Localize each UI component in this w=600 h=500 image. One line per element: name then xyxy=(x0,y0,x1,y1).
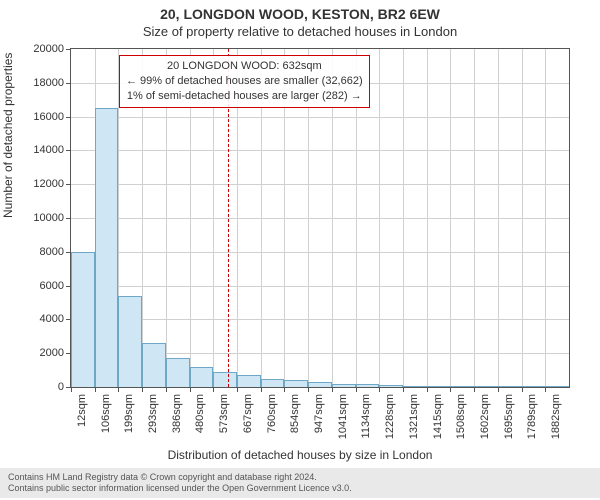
x-tick xyxy=(379,387,380,392)
histogram-bar xyxy=(95,108,119,387)
footer: Contains HM Land Registry data © Crown c… xyxy=(0,468,600,499)
gridline-h xyxy=(71,117,569,118)
x-tick xyxy=(213,387,214,392)
histogram-bar xyxy=(332,384,356,387)
gridline-v xyxy=(522,49,523,387)
y-tick-label: 2000 xyxy=(8,347,64,359)
y-tick-label: 14000 xyxy=(8,144,64,156)
y-tick xyxy=(66,83,71,84)
histogram-bar xyxy=(403,386,427,387)
y-tick-label: 12000 xyxy=(8,178,64,190)
x-tick xyxy=(261,387,262,392)
gridline-h xyxy=(71,218,569,219)
histogram-bar xyxy=(261,379,285,387)
gridline-v xyxy=(545,49,546,387)
x-tick xyxy=(190,387,191,392)
x-tick xyxy=(356,387,357,392)
y-tick xyxy=(66,49,71,50)
gridline-v xyxy=(427,49,428,387)
gridline-v xyxy=(379,49,380,387)
x-tick xyxy=(427,387,428,392)
x-tick xyxy=(545,387,546,392)
x-tick xyxy=(403,387,404,392)
annotation-box: 20 LONGDON WOOD: 632sqm ← 99% of detache… xyxy=(119,55,370,108)
title-sub: Size of property relative to detached ho… xyxy=(0,24,600,39)
histogram-bar xyxy=(427,386,451,387)
histogram-bar xyxy=(118,296,142,387)
x-tick xyxy=(71,387,72,392)
x-tick xyxy=(308,387,309,392)
histogram-bar xyxy=(166,358,190,387)
histogram-bar xyxy=(379,385,403,387)
y-tick-label: 20000 xyxy=(8,43,64,55)
histogram-bar xyxy=(522,386,546,387)
histogram-bar xyxy=(190,367,214,387)
gridline-v xyxy=(450,49,451,387)
y-tick xyxy=(66,117,71,118)
histogram-bar xyxy=(498,386,522,387)
histogram-bar xyxy=(213,372,237,387)
gridline-v xyxy=(403,49,404,387)
y-tick xyxy=(66,218,71,219)
histogram-bar xyxy=(284,380,308,387)
histogram-bar xyxy=(450,386,474,387)
x-tick xyxy=(332,387,333,392)
histogram-bar xyxy=(545,386,569,387)
gridline-h xyxy=(71,150,569,151)
gridline-h xyxy=(71,252,569,253)
x-tick xyxy=(474,387,475,392)
plot-area: 20 LONGDON WOOD: 632sqm ← 99% of detache… xyxy=(70,48,570,388)
y-tick-label: 6000 xyxy=(8,280,64,292)
x-tick xyxy=(166,387,167,392)
histogram-bar xyxy=(142,343,166,387)
x-tick xyxy=(237,387,238,392)
y-tick xyxy=(66,184,71,185)
title-main: 20, LONGDON WOOD, KESTON, BR2 6EW xyxy=(0,6,600,22)
footer-line-1: Contains HM Land Registry data © Crown c… xyxy=(8,472,592,483)
y-tick-label: 10000 xyxy=(8,212,64,224)
gridline-h xyxy=(71,184,569,185)
annotation-line-3: 1% of semi-detached houses are larger (2… xyxy=(126,89,363,104)
histogram-bar xyxy=(474,386,498,387)
histogram-bar xyxy=(71,252,95,387)
y-tick-label: 0 xyxy=(8,381,64,393)
y-tick-label: 8000 xyxy=(8,246,64,258)
y-tick-label: 16000 xyxy=(8,111,64,123)
x-tick xyxy=(118,387,119,392)
figure: 20, LONGDON WOOD, KESTON, BR2 6EW Size o… xyxy=(0,0,600,500)
x-axis-label: Distribution of detached houses by size … xyxy=(0,448,600,462)
annotation-line-1: 20 LONGDON WOOD: 632sqm xyxy=(126,59,363,74)
y-tick xyxy=(66,150,71,151)
x-tick xyxy=(142,387,143,392)
x-tick xyxy=(522,387,523,392)
gridline-h xyxy=(71,286,569,287)
x-tick xyxy=(95,387,96,392)
x-tick xyxy=(498,387,499,392)
histogram-bar xyxy=(356,384,380,387)
x-tick xyxy=(450,387,451,392)
gridline-h xyxy=(71,319,569,320)
gridline-v xyxy=(474,49,475,387)
histogram-bar xyxy=(237,375,261,387)
x-tick xyxy=(284,387,285,392)
y-tick-label: 4000 xyxy=(8,313,64,325)
annotation-line-2: ← 99% of detached houses are smaller (32… xyxy=(126,74,363,89)
gridline-v xyxy=(498,49,499,387)
histogram-bar xyxy=(308,382,332,387)
y-tick-label: 18000 xyxy=(8,77,64,89)
footer-line-2: Contains public sector information licen… xyxy=(8,483,592,494)
